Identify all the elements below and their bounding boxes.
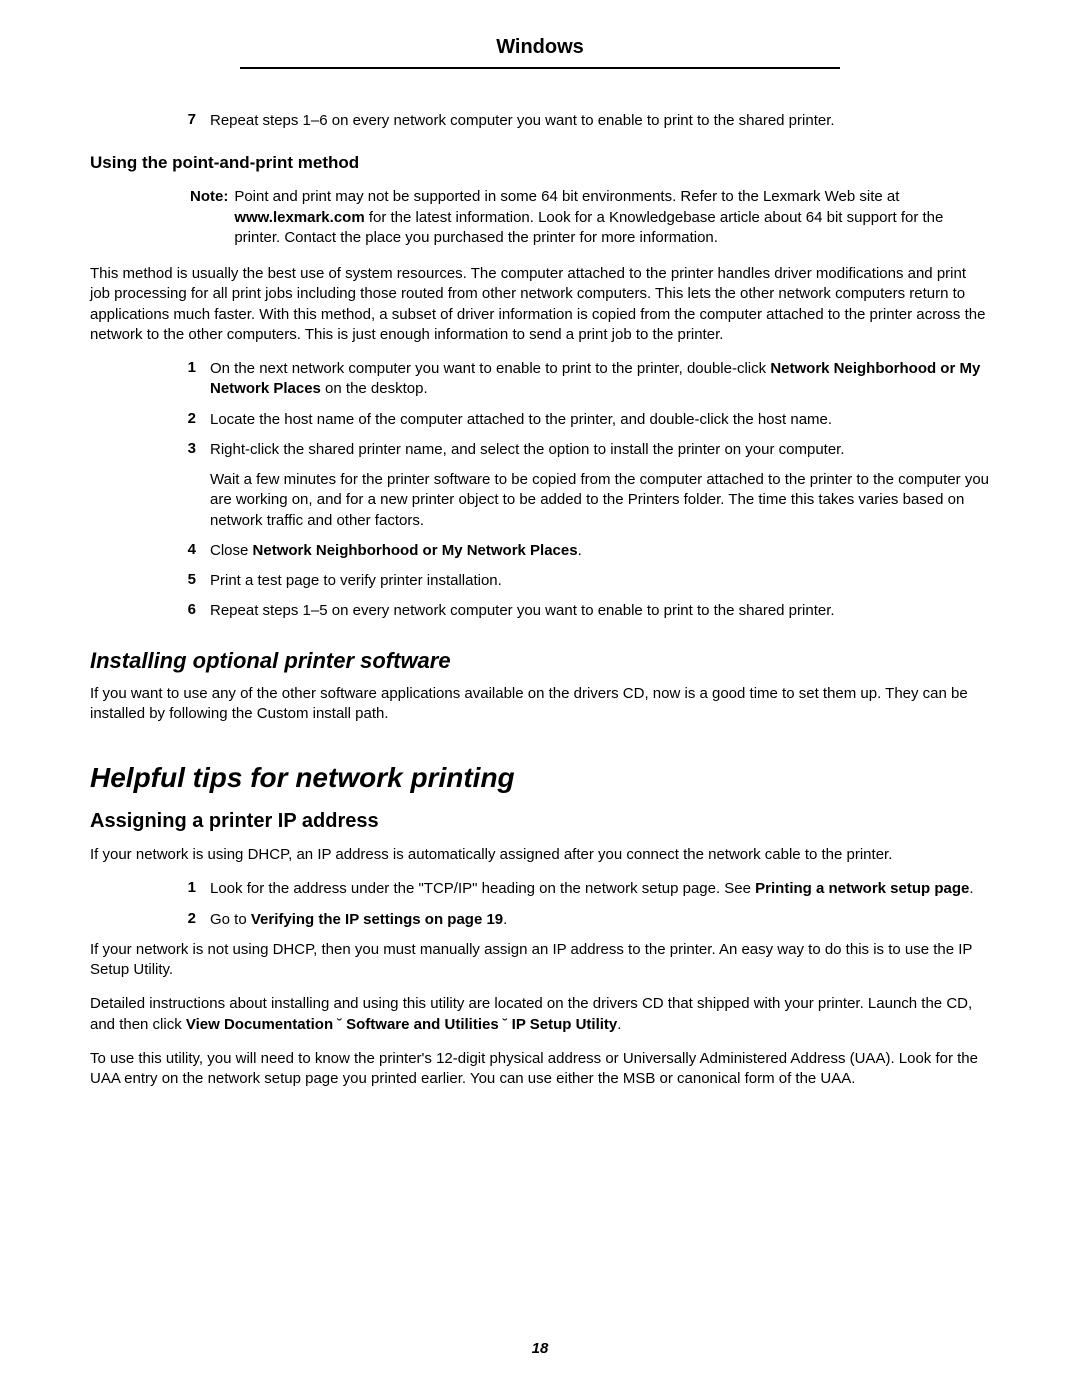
note-block: Note: Point and print may not be support… xyxy=(190,187,990,248)
bold-text: IP Setup Utility xyxy=(512,1016,618,1033)
step-subtext: Wait a few minutes for the printer softw… xyxy=(210,470,990,531)
section-heading-ip-address: Assigning a printer IP address xyxy=(90,810,990,833)
step-text: Right-click the shared printer name, and… xyxy=(210,440,990,531)
step-number: 1 xyxy=(150,359,210,400)
bold-text: Software and Utilities xyxy=(346,1016,499,1033)
page-number: 18 xyxy=(0,1340,1080,1357)
step-number: 4 xyxy=(150,541,210,561)
note-text-1: Point and print may not be supported in … xyxy=(234,188,899,205)
step-number: 3 xyxy=(150,440,210,531)
section-heading-point-and-print: Using the point-and-print method xyxy=(90,153,990,173)
step-number: 2 xyxy=(150,410,210,430)
arrow-icon: ˘ xyxy=(333,1015,346,1035)
step-text: Go to Verifying the IP settings on page … xyxy=(210,910,990,930)
step-text: Print a test page to verify printer inst… xyxy=(210,571,990,591)
ip-paragraph-4: To use this utility, you will need to kn… xyxy=(90,1049,990,1090)
list-item: 5 Print a test page to verify printer in… xyxy=(150,571,990,591)
text: Close xyxy=(210,542,253,559)
section-heading-optional-software: Installing optional printer software xyxy=(90,648,990,674)
page-header: Windows xyxy=(240,36,840,69)
list-item: 7 Repeat steps 1–6 on every network comp… xyxy=(150,111,990,131)
text: Look for the address under the "TCP/IP" … xyxy=(210,880,755,897)
text: Right-click the shared printer name, and… xyxy=(210,440,990,460)
text: on the desktop. xyxy=(321,380,428,397)
text: . xyxy=(503,911,507,928)
bold-text: Network Neighborhood or My Network Place… xyxy=(253,542,578,559)
list-item: 2 Go to Verifying the IP settings on pag… xyxy=(150,910,990,930)
step-text: Close Network Neighborhood or My Network… xyxy=(210,541,990,561)
step-text: On the next network computer you want to… xyxy=(210,359,990,400)
list-item: 1 On the next network computer you want … xyxy=(150,359,990,400)
bold-text: View Documentation xyxy=(186,1016,333,1033)
bold-text: Verifying the IP settings on page 19 xyxy=(251,911,503,928)
text: . xyxy=(578,542,582,559)
text: On the next network computer you want to… xyxy=(210,360,770,377)
pap-paragraph: This method is usually the best use of s… xyxy=(90,264,990,345)
step-text: Repeat steps 1–6 on every network comput… xyxy=(210,111,990,131)
text: . xyxy=(969,880,973,897)
list-item: 4 Close Network Neighborhood or My Netwo… xyxy=(150,541,990,561)
document-page: Windows 7 Repeat steps 1–6 on every netw… xyxy=(0,0,1080,1397)
optional-paragraph: If you want to use any of the other soft… xyxy=(90,684,990,725)
step-number: 7 xyxy=(150,111,210,131)
text: Go to xyxy=(210,911,251,928)
note-link: www.lexmark.com xyxy=(234,209,364,226)
step-text: Locate the host name of the computer att… xyxy=(210,410,990,430)
list-item: 6 Repeat steps 1–5 on every network comp… xyxy=(150,601,990,621)
ip-paragraph-2: If your network is not using DHCP, then … xyxy=(90,940,990,981)
step-number: 2 xyxy=(150,910,210,930)
step-text: Look for the address under the "TCP/IP" … xyxy=(210,879,990,899)
list-item: 2 Locate the host name of the computer a… xyxy=(150,410,990,430)
step-text: Repeat steps 1–5 on every network comput… xyxy=(210,601,990,621)
step-number: 1 xyxy=(150,879,210,899)
list-item: 3 Right-click the shared printer name, a… xyxy=(150,440,990,531)
step-number: 5 xyxy=(150,571,210,591)
ip-paragraph-3: Detailed instructions about installing a… xyxy=(90,994,990,1035)
ip-paragraph-1: If your network is using DHCP, an IP add… xyxy=(90,845,990,865)
list-item: 1 Look for the address under the "TCP/IP… xyxy=(150,879,990,899)
text: . xyxy=(617,1016,621,1033)
bold-text: Printing a network setup page xyxy=(755,880,969,897)
note-label: Note: xyxy=(190,187,234,248)
step-number: 6 xyxy=(150,601,210,621)
section-heading-helpful-tips: Helpful tips for network printing xyxy=(90,762,990,794)
note-body: Point and print may not be supported in … xyxy=(234,187,990,248)
arrow-icon: ˘ xyxy=(499,1015,512,1035)
